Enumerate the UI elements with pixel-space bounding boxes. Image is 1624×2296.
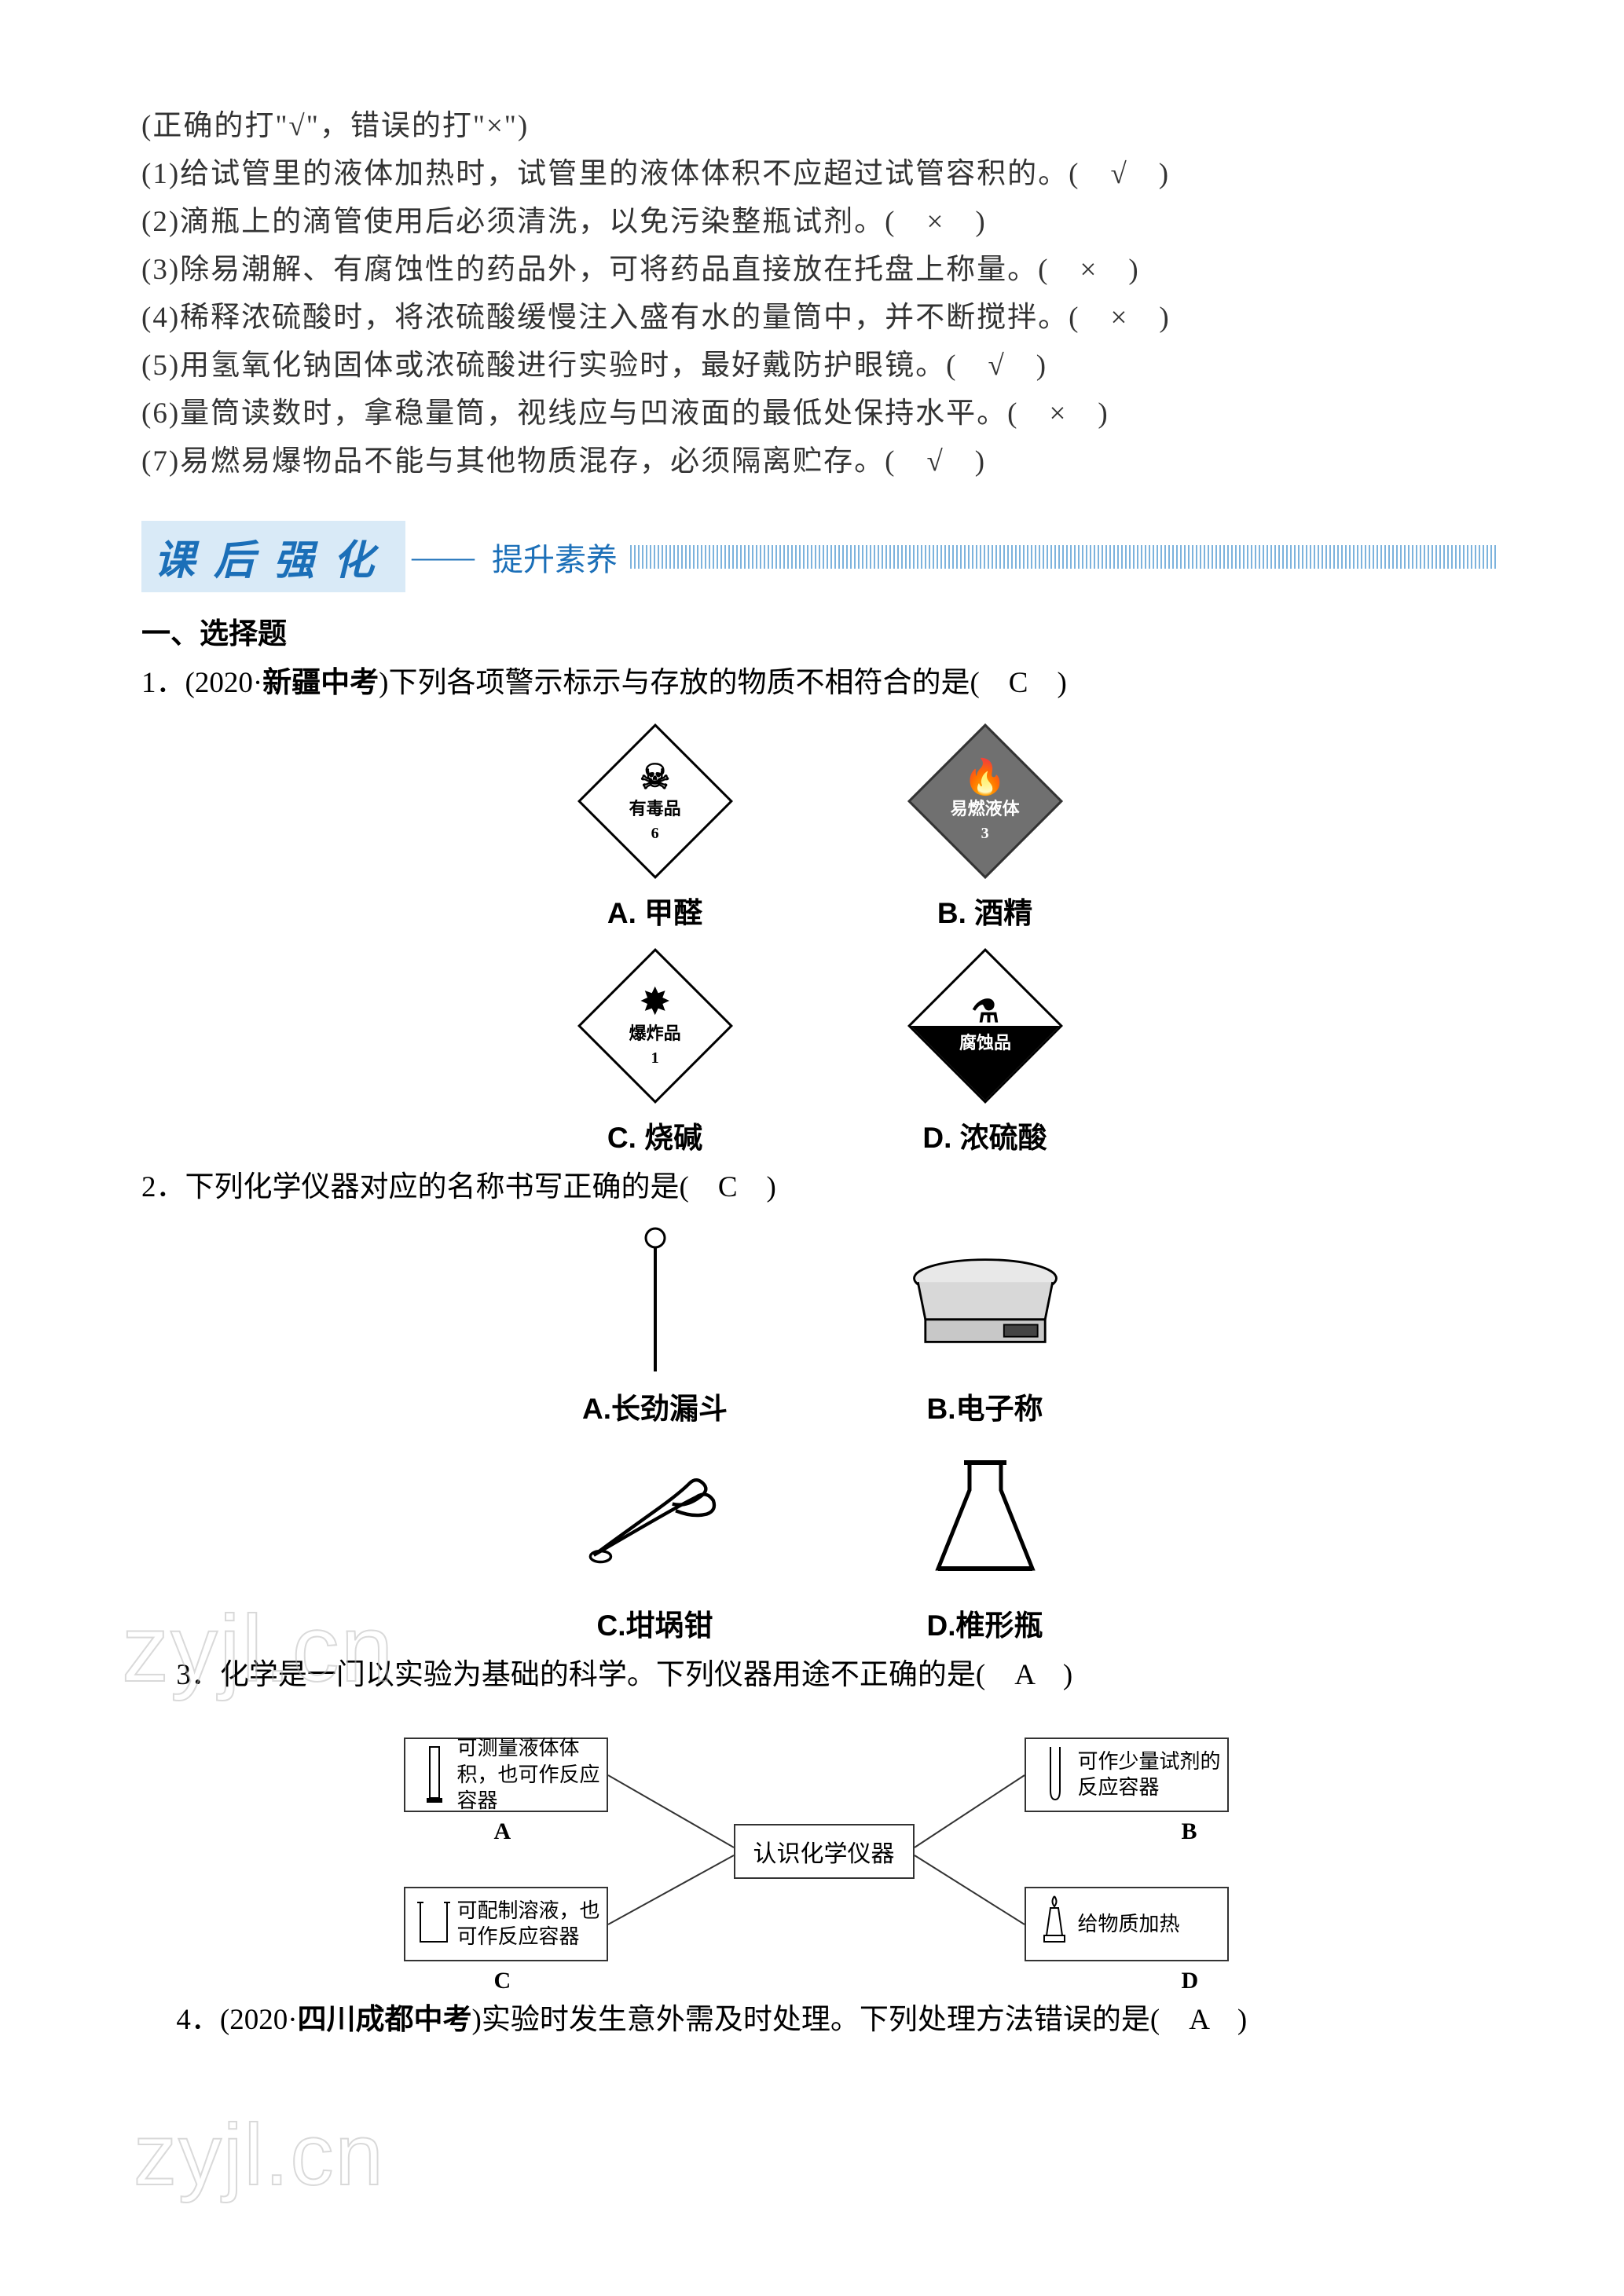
burner-icon: [1031, 1892, 1078, 1955]
q3-box-a: 可测量液体体积，也可作反应容器: [404, 1738, 608, 1812]
q4-source: 四川成都中考: [298, 2004, 472, 2036]
tf-item-6: (6)量筒读数时，拿稳量筒，视线应与凹液面的最低处保持水平。( × ): [141, 390, 1498, 438]
hazard-label-d: 腐蚀品: [954, 1027, 1015, 1056]
q3-box-a-text: 可测量液体体积，也可作反应容器: [457, 1735, 602, 1814]
q2-opt-c-label: C.坩埚钳: [597, 1602, 713, 1644]
beaker-icon: [410, 1896, 457, 1951]
q2-opt-b-label: B.电子称: [927, 1385, 1043, 1427]
question-4: 4．(2020·四川成都中考)实验时发生意外需及时处理。下列处理方法错误的是( …: [141, 1997, 1498, 2043]
tongs-icon: [577, 1443, 734, 1592]
section-subtitle: 提升素养: [492, 534, 618, 580]
q3-box-d: 给物质加热: [1025, 1887, 1229, 1961]
question-2: 2．下列化学仪器对应的名称书写正确的是( C ): [141, 1164, 1498, 1210]
tf-item-5: (5)用氢氧化钠固体或浓硫酸进行实验时，最好戴防护眼镜。( √ ): [141, 342, 1498, 390]
q1-opt-d: ⚗ 腐蚀品 D. 浓硫酸: [907, 947, 1064, 1156]
scale-icon: [907, 1226, 1064, 1375]
hatch-decoration: [630, 545, 1498, 569]
tf-item-7: (7)易燃易爆物品不能与其他物质混存，必须隔离贮存。( √ ): [141, 438, 1498, 485]
corrosion-icon: ⚗: [954, 996, 1015, 1027]
testtube-icon: [1031, 1743, 1078, 1806]
q1-opt-d-label: D. 浓硫酸: [922, 1114, 1047, 1156]
q3-diagram: 认识化学仪器 可测量液体体积，也可作反应容器 A 可配制溶液，也可作反应容器 C…: [349, 1714, 1292, 1989]
q3-label-a: A: [494, 1818, 511, 1845]
q1-options-row2: ✸ 爆炸品 1 C. 烧碱 ⚗ 腐蚀品 D. 浓硫酸: [141, 947, 1498, 1156]
q2-opt-d-label: D.椎形瓶: [927, 1602, 1043, 1644]
question-1: 1．(2020·新疆中考)下列各项警示标示与存放的物质不相符合的是( C ): [141, 660, 1498, 706]
q3-box-b-text: 可作少量试剂的反应容器: [1078, 1749, 1223, 1802]
cylinder-icon: [410, 1743, 457, 1806]
q2-opt-a: A.长劲漏斗: [577, 1226, 734, 1427]
mcq-header: 一、选择题: [141, 610, 1498, 652]
q1-options-row1: ☠ 有毒品 6 A. 甲醛 🔥 易燃液体 3 B. 酒精: [141, 723, 1498, 932]
explosion-icon: ✸: [629, 984, 680, 1019]
watermark-2: zyjl.cn: [134, 2105, 385, 2205]
funnel-icon: [577, 1226, 734, 1375]
hazard-label-c: 爆炸品: [629, 1019, 680, 1044]
hazard-num-a: 6: [629, 824, 680, 842]
q3-box-c-text: 可配制溶液，也可作反应容器: [457, 1898, 602, 1951]
q3-label-c: C: [494, 1968, 511, 1994]
hazard-label-a: 有毒品: [629, 794, 680, 819]
q2-opt-c: C.坩埚钳: [577, 1443, 734, 1644]
tf-item-4: (4)稀释浓硫酸时，将浓硫酸缓慢注入盛有水的量筒中，并不断搅拌。( × ): [141, 294, 1498, 342]
q1-opt-a: ☠ 有毒品 6 A. 甲醛: [577, 723, 734, 932]
q2-opt-a-label: A.长劲漏斗: [582, 1385, 728, 1427]
hazard-label-b: 易燃液体: [950, 794, 1019, 819]
q3-label-d: D: [1182, 1968, 1199, 1994]
q2-opt-d: D.椎形瓶: [907, 1443, 1064, 1644]
q3-center-box: 认识化学仪器: [734, 1824, 915, 1879]
q1-opt-c-label: C. 烧碱: [607, 1114, 702, 1156]
tf-item-1: (1)给试管里的液体加热时，试管里的液体体积不应超过试管容积的。( √ ): [141, 150, 1498, 198]
section-header: 课后强化 —— 提升素养: [141, 521, 1498, 592]
watermark-1: zyjl.cn: [122, 1595, 394, 1703]
skull-icon: ☠: [629, 760, 680, 794]
q1-prefix: 1．(2020·: [141, 667, 262, 699]
instruction: (正确的打"√"，错误的打"×"): [141, 102, 1498, 150]
dash-icon: ——: [412, 538, 475, 575]
hazard-num-c: 1: [629, 1049, 680, 1067]
q4-prefix: 4．(2020·: [176, 2004, 297, 2036]
hazard-num-b: 3: [950, 824, 1019, 842]
q2-options-row1: A.长劲漏斗 B.电子称: [141, 1226, 1498, 1427]
tf-item-3: (3)除易潮解、有腐蚀性的药品外，可将药品直接放在托盘上称量。( × ): [141, 246, 1498, 294]
tf-item-2: (2)滴瓶上的滴管使用后必须清洗，以免污染整瓶试剂。( × ): [141, 198, 1498, 246]
q1-source: 新疆中考: [262, 667, 379, 699]
q1-opt-b: 🔥 易燃液体 3 B. 酒精: [907, 723, 1064, 932]
flame-icon: 🔥: [950, 760, 1019, 794]
section-title: 课后强化: [154, 538, 393, 584]
q3-box-b: 可作少量试剂的反应容器: [1025, 1738, 1229, 1812]
q3-box-c: 可配制溶液，也可作反应容器: [404, 1887, 608, 1961]
q3-label-b: B: [1182, 1818, 1197, 1845]
q1-opt-c: ✸ 爆炸品 1 C. 烧碱: [577, 947, 734, 1156]
flask-icon: [907, 1443, 1064, 1592]
q1-body: )下列各项警示标示与存放的物质不相符合的是( C ): [379, 667, 1067, 699]
q2-opt-b: B.电子称: [907, 1226, 1064, 1427]
q1-opt-b-label: B. 酒精: [937, 889, 1032, 932]
q1-opt-a-label: A. 甲醛: [607, 889, 702, 932]
q4-body: )实验时发生意外需及时处理。下列处理方法错误的是( A ): [472, 2004, 1248, 2036]
q3-box-d-text: 给物质加热: [1078, 1911, 1223, 1938]
